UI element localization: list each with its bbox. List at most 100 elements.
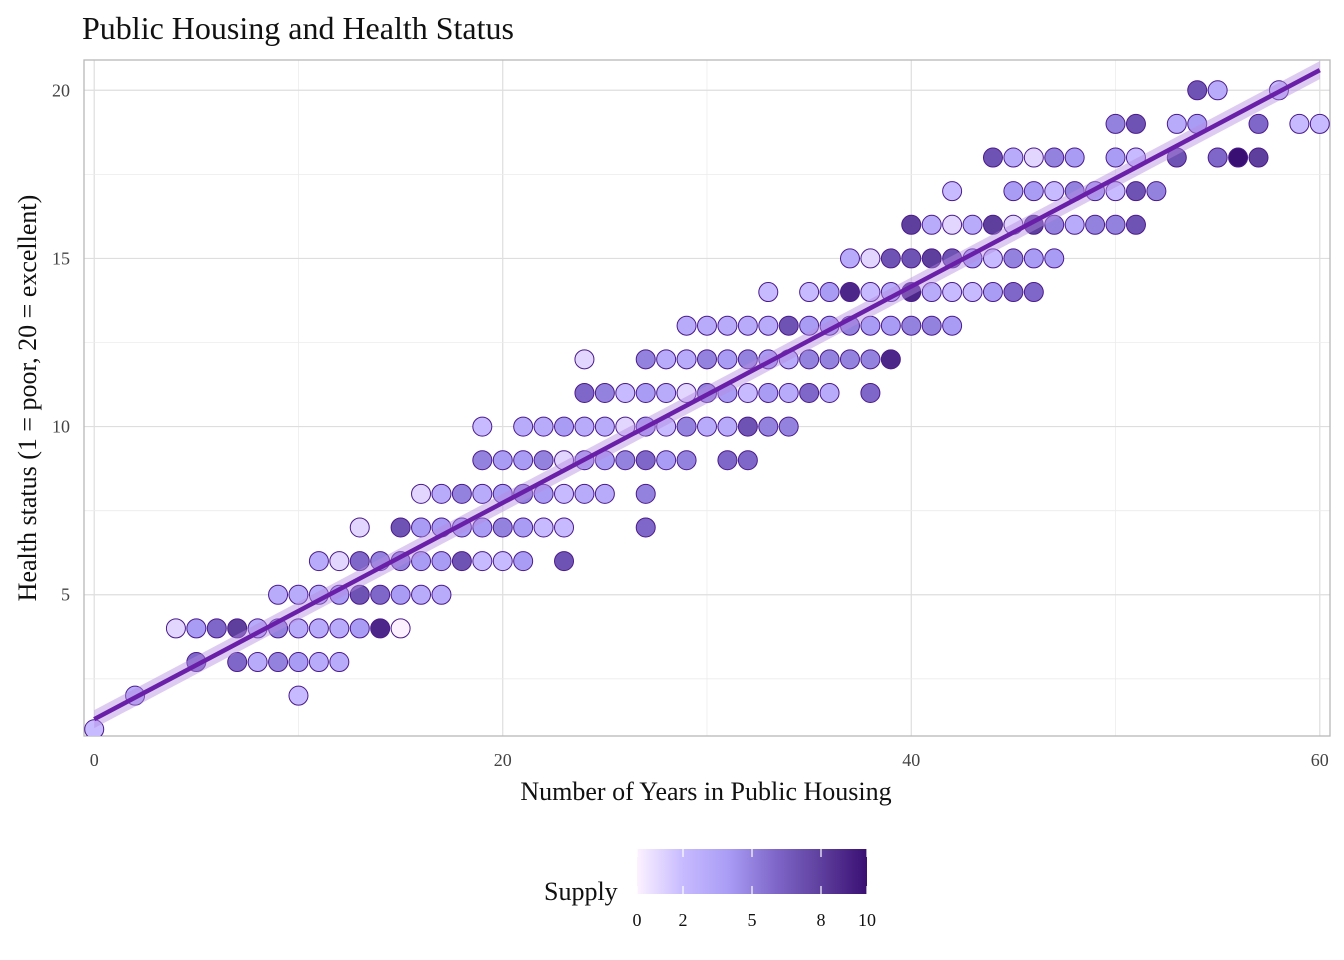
data-point	[942, 315, 963, 336]
data-point	[799, 315, 820, 336]
data-point	[1023, 147, 1044, 168]
data-point	[717, 349, 738, 370]
data-point	[1105, 113, 1126, 134]
data-point	[758, 382, 779, 403]
data-point	[451, 551, 472, 572]
data-point	[697, 349, 717, 370]
data-point	[1064, 147, 1085, 168]
data-point	[1105, 181, 1126, 202]
legend: Supply 0 2 5 8 10	[544, 849, 876, 930]
data-point	[635, 483, 656, 504]
y-tick-label: 15	[52, 248, 70, 268]
data-point	[288, 584, 309, 605]
data-point	[1248, 113, 1269, 134]
data-point	[880, 315, 901, 336]
data-point	[513, 450, 534, 471]
data-point	[1207, 80, 1228, 101]
data-point	[492, 551, 513, 572]
data-point	[370, 618, 391, 639]
data-point	[860, 282, 881, 303]
data-point	[1228, 147, 1249, 168]
data-point	[1044, 248, 1065, 269]
data-point	[206, 618, 227, 639]
data-point	[533, 416, 554, 437]
data-point	[982, 282, 1003, 303]
data-point	[1289, 113, 1310, 134]
data-point	[942, 181, 963, 202]
data-point	[799, 349, 820, 370]
data-point	[227, 652, 248, 673]
data-point	[411, 483, 432, 504]
data-point	[411, 517, 432, 538]
data-point	[165, 618, 186, 639]
data-point	[1003, 147, 1024, 168]
data-point	[288, 685, 309, 706]
data-point	[411, 551, 432, 572]
data-point	[676, 382, 697, 403]
data-point	[554, 517, 575, 538]
x-axis-title: Number of Years in Public Housing	[520, 777, 891, 806]
data-point	[860, 315, 881, 336]
data-point	[982, 214, 1003, 235]
data-point	[594, 416, 615, 437]
data-point	[390, 618, 411, 639]
data-point	[492, 450, 513, 471]
legend-tick-label: 8	[817, 910, 826, 930]
data-point	[1125, 113, 1146, 134]
data-point	[574, 483, 595, 504]
data-point	[594, 483, 615, 504]
data-point	[1248, 147, 1269, 168]
data-point	[1003, 282, 1024, 303]
data-point	[737, 382, 758, 403]
data-point	[349, 584, 370, 605]
data-point	[594, 382, 615, 403]
data-point	[513, 416, 534, 437]
x-tick-label: 20	[494, 750, 512, 770]
data-point	[492, 517, 513, 538]
data-point	[921, 282, 942, 303]
data-point	[901, 214, 922, 235]
data-point	[431, 483, 452, 504]
data-point	[1166, 113, 1187, 134]
legend-tick-label: 0	[633, 910, 642, 930]
data-point	[921, 214, 942, 235]
data-point	[758, 282, 779, 303]
x-tick-label: 0	[90, 750, 99, 770]
data-point	[472, 450, 493, 471]
data-point	[737, 349, 758, 370]
y-axis-ticks: 5 10 15 20	[52, 80, 70, 604]
data-point	[778, 315, 799, 336]
data-point	[758, 416, 779, 437]
data-point	[982, 248, 1003, 269]
data-point	[288, 618, 309, 639]
data-point	[819, 382, 840, 403]
data-point	[308, 618, 329, 639]
data-point	[308, 652, 329, 673]
data-point	[799, 282, 820, 303]
data-point	[819, 349, 840, 370]
data-point	[860, 349, 881, 370]
data-point	[574, 416, 595, 437]
data-point	[635, 382, 656, 403]
data-point	[431, 584, 452, 605]
panel-border	[83, 59, 1331, 737]
data-point	[329, 551, 350, 572]
data-point	[921, 315, 942, 336]
data-point	[1146, 181, 1167, 202]
data-point	[1105, 147, 1126, 168]
data-point	[1044, 147, 1065, 168]
data-point	[676, 450, 697, 471]
trend-line	[93, 68, 1321, 722]
data-point	[472, 517, 493, 538]
data-point	[737, 416, 758, 437]
data-point	[574, 349, 595, 370]
data-point	[1044, 214, 1065, 235]
data-point	[615, 450, 636, 471]
data-point	[962, 214, 983, 235]
data-point	[186, 618, 207, 639]
data-point	[758, 315, 779, 336]
data-point	[737, 450, 758, 471]
data-point	[84, 719, 105, 736]
data-point	[942, 282, 963, 303]
